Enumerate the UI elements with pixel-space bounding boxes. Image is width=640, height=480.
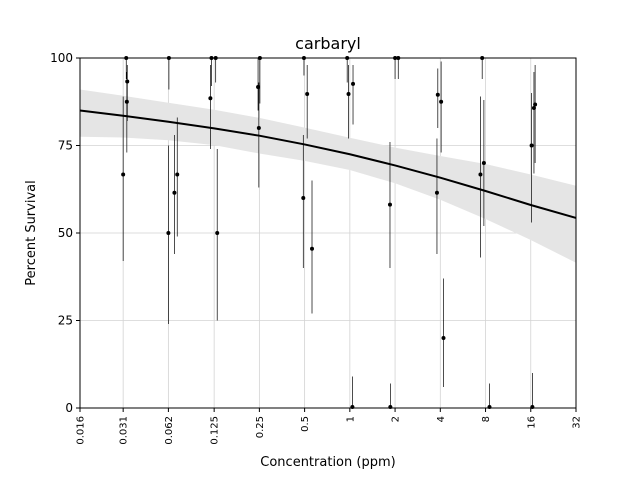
data-point <box>478 172 483 177</box>
data-point <box>256 126 261 130</box>
data-point <box>529 143 534 148</box>
x-tick-label: 2 <box>391 416 402 422</box>
x-tick-label: 0.031 <box>119 416 130 445</box>
data-point <box>124 99 129 104</box>
x-tick-label: 0.016 <box>76 416 87 445</box>
y-tick-label: 75 <box>58 139 73 153</box>
data-point <box>441 336 446 340</box>
y-tick-label: 50 <box>58 226 73 240</box>
data-point <box>121 172 126 177</box>
data-point <box>175 172 180 177</box>
data-point <box>533 102 538 107</box>
x-tick-label: 0.125 <box>210 416 221 445</box>
x-axis-ticks: 0.016 0.031 0.062 0.125 0.25 0.5 1 2 4 8 16 32 <box>76 408 583 445</box>
y-axis-label: Percent Survival <box>24 180 39 285</box>
x-axis-label: Concentration (ppm) <box>260 455 395 470</box>
data-point <box>434 190 439 195</box>
data-points <box>121 56 538 409</box>
confidence-band-area <box>80 89 576 263</box>
chart-title: carbaryl <box>295 34 361 53</box>
y-axis-ticks: 0 25 50 75 100 <box>50 51 80 415</box>
data-point <box>346 92 351 97</box>
y-tick-label: 0 <box>65 401 73 415</box>
x-tick-label: 1 <box>345 416 356 422</box>
x-tick-label: 0.062 <box>164 416 175 445</box>
data-point <box>531 106 536 111</box>
data-point <box>215 231 220 235</box>
x-tick-label: 8 <box>481 416 492 422</box>
fit-curve-line <box>79 109 577 219</box>
data-point <box>439 99 444 104</box>
data-point <box>166 231 171 235</box>
confidence-band <box>80 89 576 263</box>
fit-curve <box>79 109 577 219</box>
data-point <box>387 202 392 207</box>
data-point <box>481 161 486 165</box>
x-tick-label: 16 <box>526 416 537 429</box>
data-point <box>256 85 261 90</box>
x-tick-label: 32 <box>572 416 583 429</box>
data-point <box>172 190 177 195</box>
data-point <box>310 246 315 251</box>
x-tick-label: 4 <box>436 416 447 422</box>
y-tick-label: 25 <box>58 314 73 328</box>
data-point <box>125 79 130 84</box>
x-tick-label: 0.5 <box>300 416 311 432</box>
data-point <box>208 96 213 101</box>
data-point <box>435 92 440 97</box>
data-point <box>301 196 306 200</box>
x-tick-label: 0.25 <box>255 416 266 438</box>
data-point <box>305 92 310 97</box>
y-tick-label: 100 <box>50 51 73 65</box>
data-point <box>351 81 356 86</box>
